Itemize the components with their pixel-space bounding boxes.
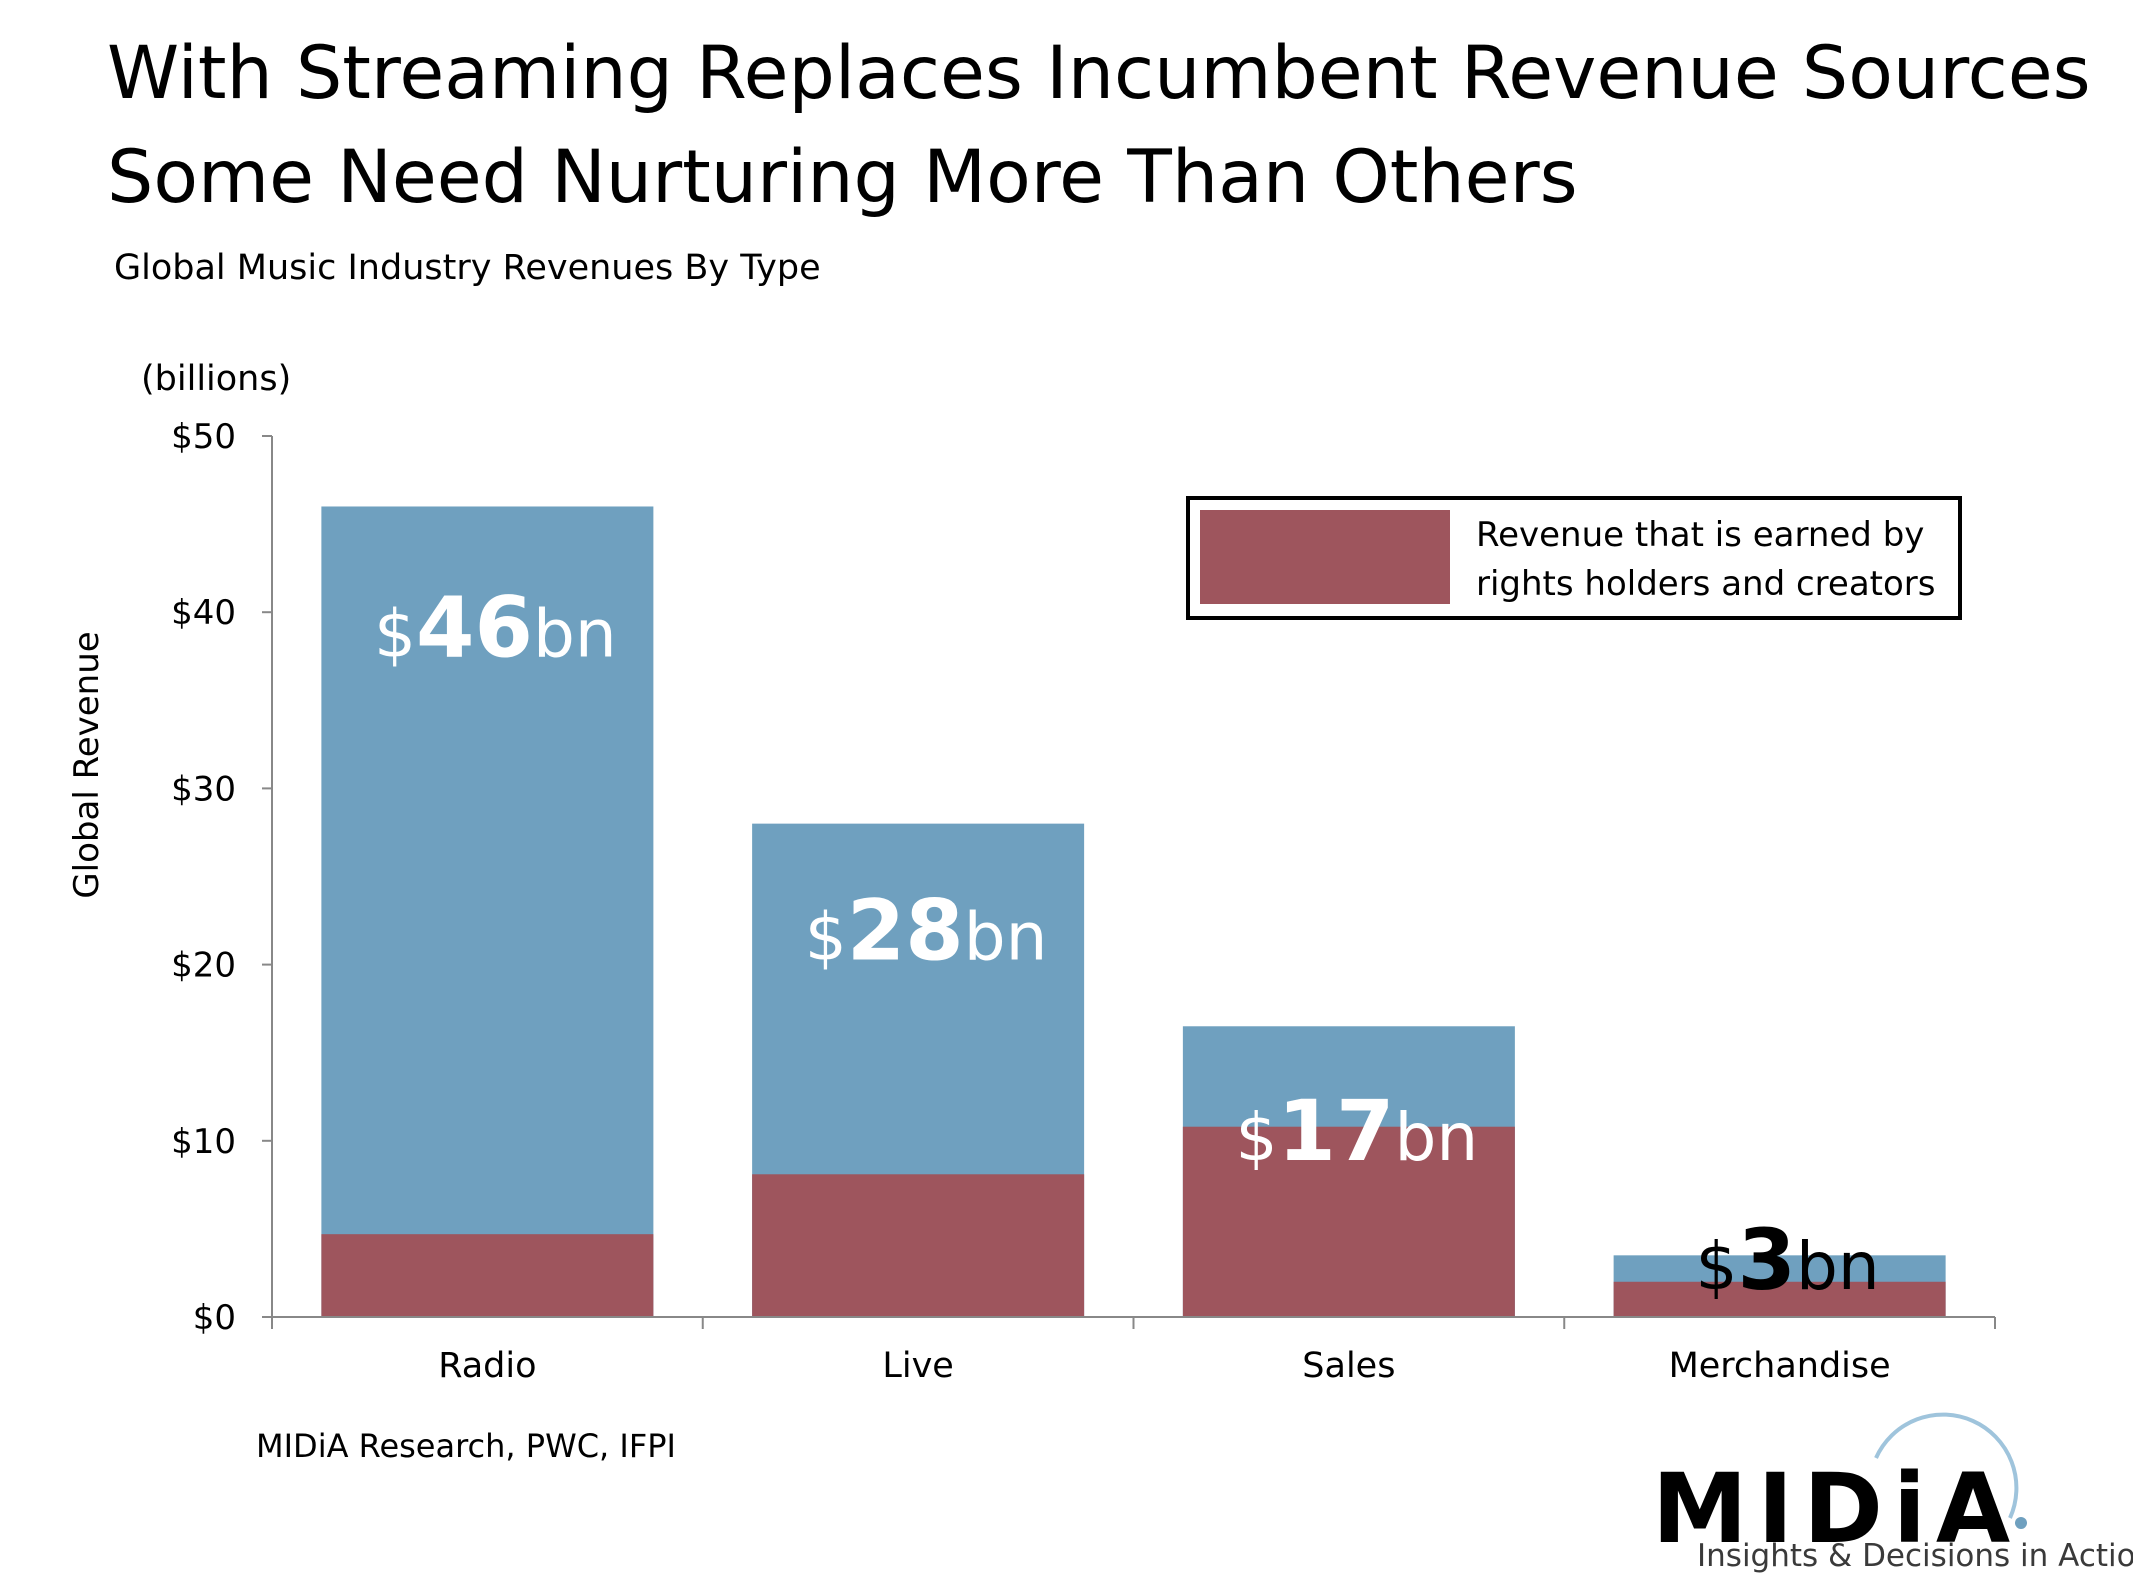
logo-arc (1874, 1412, 2019, 1519)
logo-tagline: Insights & Decisions in Action (1697, 1538, 2133, 1574)
legend-text-line-2: rights holders and creators (1476, 564, 1935, 604)
legend: Revenue that is earned by rights holders… (1186, 496, 1962, 620)
y-tick-label: $10 (171, 1122, 236, 1162)
x-tick-label: Sales (1302, 1346, 1395, 1386)
unit-label: (billions) (141, 359, 292, 399)
page-title: With Streaming Replaces Incumbent Revenu… (107, 22, 2091, 230)
data-label: $46bn (374, 578, 617, 676)
y-tick-label: $30 (171, 769, 236, 809)
bar-rights-merchandise (1613, 1281, 1946, 1317)
y-tick-label: $50 (171, 417, 236, 457)
y-axis-title: Global Revenue (67, 631, 107, 898)
y-tick-label: $0 (193, 1298, 236, 1338)
bar-rights-live (752, 1174, 1085, 1317)
legend-swatch (1200, 510, 1450, 604)
axes-group: $0 $10 $20 $30 $40 $50 Radio Live Sales Merchandi… (171, 417, 1996, 1386)
data-label: $28bn (805, 881, 1048, 979)
bar-rights-sales (1182, 1126, 1515, 1317)
data-label: $3bn (1696, 1211, 1880, 1309)
x-tick-label: Live (882, 1346, 953, 1386)
title-line-2: Some Need Nurturing More Than Others (107, 135, 1578, 220)
x-tick-label: Merchandise (1669, 1346, 1891, 1386)
logo-wordmark: MIDiA (1652, 1453, 2021, 1565)
chart-subtitle: Global Music Industry Revenues By Type (114, 248, 821, 288)
logo-dot (2015, 1517, 2027, 1529)
data-label: $17bn (1236, 1082, 1479, 1180)
y-tick-label: $20 (171, 946, 236, 986)
source-note: MIDiA Research, PWC, IFPI (256, 1427, 676, 1465)
x-tick-label: Radio (438, 1346, 536, 1386)
data-labels-group: $46bn $28bn $17bn $3bn (374, 578, 1880, 1309)
title-line-1: With Streaming Replaces Incumbent Revenu… (107, 31, 2091, 116)
bars-group (321, 506, 1946, 1318)
bar-total-radio (321, 506, 654, 1318)
y-tick-label: $40 (171, 593, 236, 633)
bar-rights-radio (321, 1234, 654, 1317)
legend-text-line-1: Revenue that is earned by (1476, 515, 1924, 555)
